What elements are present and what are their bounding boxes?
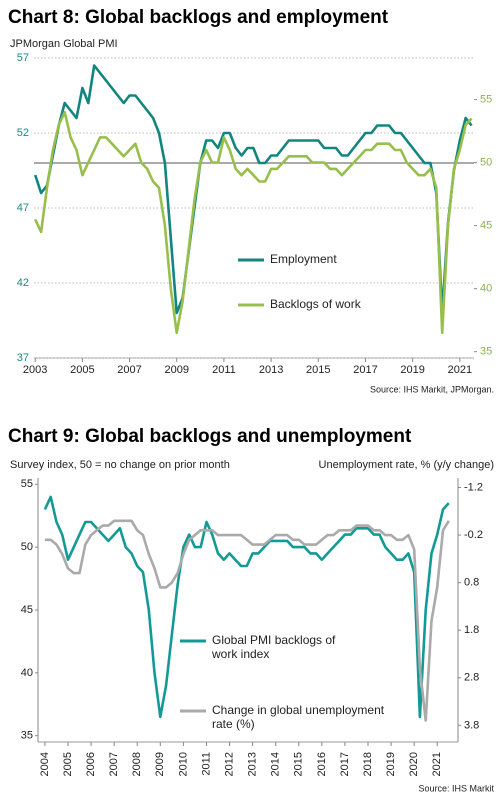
series-line xyxy=(33,64,473,315)
y2-tick-label: 35 xyxy=(480,346,492,358)
x-tick-label: 2019 xyxy=(400,364,424,376)
legend-label: Employment xyxy=(270,252,337,266)
x-tick-label: 2008 xyxy=(131,752,143,776)
y-tick-label: 45 xyxy=(21,604,33,616)
y2-tick-label: 50 xyxy=(480,157,492,169)
x-tick-label: 2014 xyxy=(270,752,282,776)
y-tick-label: 55 xyxy=(21,478,33,490)
y2-tick-label: 45 xyxy=(480,220,492,232)
y-tick-label: 37 xyxy=(17,352,29,364)
x-tick-label: 2017 xyxy=(339,752,351,776)
y-tick-label: 52 xyxy=(17,127,29,139)
source-note: Source: IHS Markit xyxy=(418,783,494,793)
x-tick-label: 2006 xyxy=(85,752,97,776)
x-tick-label: 2015 xyxy=(306,364,330,376)
x-tick-label: 2013 xyxy=(247,752,259,776)
y-tick-label: 40 xyxy=(21,667,33,679)
chart-title: Chart 9: Global backlogs and unemploymen… xyxy=(8,426,412,447)
x-tick-label: 2010 xyxy=(177,752,189,776)
x-tick-label: 2005 xyxy=(70,364,94,376)
y2-tick-label: 1.8 xyxy=(464,624,479,636)
y2-tick-label: 55 xyxy=(480,94,492,106)
y-axis-label: JPMorgan Global PMI xyxy=(10,38,118,50)
y2-tick-label: -1.2 xyxy=(464,481,483,493)
series-line xyxy=(43,495,450,719)
x-tick-label: 2011 xyxy=(200,752,212,776)
x-tick-label: 2004 xyxy=(39,752,51,776)
series-line xyxy=(44,519,450,722)
x-tick-label: 2021 xyxy=(448,364,472,376)
legend-entry: Employment xyxy=(270,252,337,266)
y-tick-label: 42 xyxy=(17,277,29,289)
legend-entry: Global PMI backlogs of work index xyxy=(212,633,336,661)
legend-label: Change in global unemployment rate (%) xyxy=(212,703,385,731)
x-tick-label: 2012 xyxy=(223,752,235,776)
source-note: Source: IHS Markit, JPMorgan. xyxy=(370,384,494,394)
y2-tick-label: 2.8 xyxy=(464,672,479,684)
chart-title: Chart 8: Global backlogs and employment xyxy=(8,7,389,28)
x-tick-label: 2015 xyxy=(293,752,305,776)
y-axis-label: Survey index, 50 = no change on prior mo… xyxy=(10,459,230,471)
y-tick-label: 50 xyxy=(21,541,33,553)
x-tick-label: 2017 xyxy=(353,364,377,376)
x-tick-label: 2005 xyxy=(62,752,74,776)
x-tick-label: 2013 xyxy=(259,364,283,376)
legend-label: Backlogs of work xyxy=(270,297,361,311)
x-tick-label: 2009 xyxy=(154,752,166,776)
y-tick-label: 35 xyxy=(21,730,33,742)
legend-entry: Backlogs of work xyxy=(270,297,361,311)
x-tick-label: 2019 xyxy=(385,752,397,776)
y-tick-label: 57 xyxy=(17,52,29,64)
x-tick-label: 2007 xyxy=(108,752,120,776)
x-tick-label: 2021 xyxy=(431,752,443,776)
y-tick-label: 47 xyxy=(17,202,29,214)
series-line xyxy=(34,110,473,335)
legend-label: Global PMI backlogs of work index xyxy=(212,633,336,661)
x-tick-label: 2020 xyxy=(408,752,420,776)
x-tick-label: 2016 xyxy=(316,752,328,776)
y2-tick-label: 3.8 xyxy=(464,719,479,731)
y2-tick-label: -0.2 xyxy=(464,529,483,541)
x-tick-label: 2003 xyxy=(23,364,47,376)
x-tick-label: 2018 xyxy=(362,752,374,776)
y2-tick-label: 0.8 xyxy=(464,577,479,589)
y2-tick-label: 40 xyxy=(480,283,492,295)
x-tick-label: 2007 xyxy=(117,364,141,376)
legend-entry: Change in global unemployment rate (%) xyxy=(212,703,385,731)
x-tick-label: 2009 xyxy=(164,364,188,376)
x-tick-label: 2011 xyxy=(212,364,236,376)
y2-axis-label: Unemployment rate, % (y/y change) xyxy=(319,459,494,471)
